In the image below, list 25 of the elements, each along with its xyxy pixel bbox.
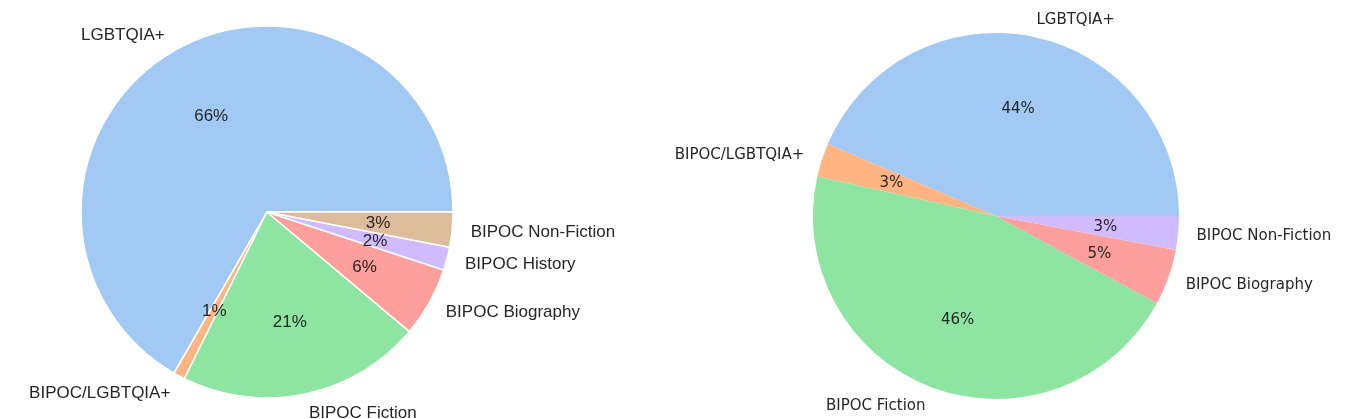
- slice-label: BIPOC Biography: [445, 301, 581, 321]
- slice-label: BIPOC Fiction: [308, 402, 417, 419]
- pie-slice: [996, 216, 1176, 304]
- data-label: 5%: [1087, 243, 1112, 262]
- data-label: 21%: [272, 311, 307, 331]
- slice-label: BIPOC/LGBTQIA+: [29, 382, 171, 402]
- slice-label: BIPOC/LGBTQIA+: [674, 145, 805, 164]
- data-label: 44%: [1001, 99, 1035, 118]
- slice-label: BIPOC History: [465, 253, 577, 273]
- pie-slice: [817, 144, 996, 216]
- data-label: 3%: [1093, 217, 1118, 236]
- pie-slice: [813, 176, 1157, 399]
- slice-label: BIPOC Non-Fiction: [1196, 225, 1332, 244]
- pie-slice: [827, 33, 1179, 216]
- data-label: 46%: [940, 309, 975, 328]
- data-label: 3%: [879, 173, 904, 192]
- slice-label: BIPOC Non-Fiction: [470, 221, 616, 241]
- data-label: 66%: [194, 105, 229, 125]
- slice-label: BIPOC Fiction: [826, 395, 926, 414]
- slice-label: LGBTQIA+: [1036, 9, 1115, 28]
- slice-label: LGBTQIA+: [81, 25, 165, 45]
- data-label: 6%: [352, 256, 377, 276]
- data-label: 2%: [362, 230, 388, 250]
- data-label: 3%: [365, 213, 391, 233]
- slice-label: BIPOC Biography: [1185, 274, 1313, 293]
